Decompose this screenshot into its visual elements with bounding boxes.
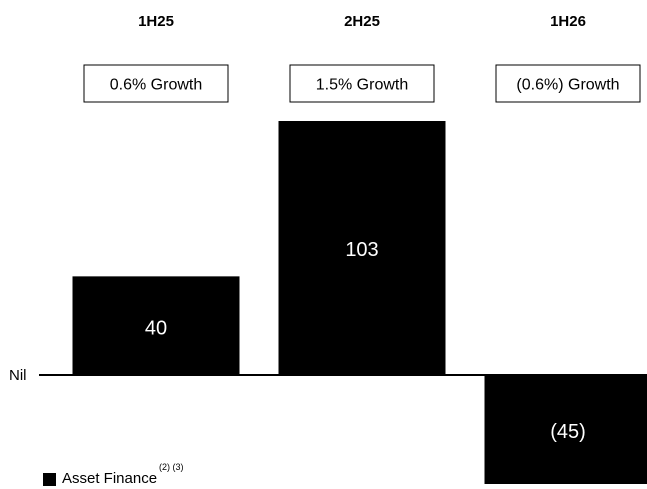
category-header: 1H26 [550, 13, 586, 30]
legend-footnote-ref: (2) (3) [159, 462, 184, 472]
category-header: 1H25 [138, 13, 174, 30]
growth-label: 0.6% Growth [110, 77, 202, 94]
legend-series-name: Asset Finance [62, 470, 157, 487]
baseline-label: Nil [9, 367, 27, 384]
growth-label: (0.6%) Growth [516, 77, 619, 94]
growth-label: 1.5% Growth [316, 77, 408, 94]
data-label: 103 [345, 239, 378, 261]
data-label: 40 [145, 317, 167, 339]
category-header: 2H25 [344, 13, 380, 30]
data-label: (45) [550, 421, 586, 443]
legend-swatch [43, 473, 56, 486]
